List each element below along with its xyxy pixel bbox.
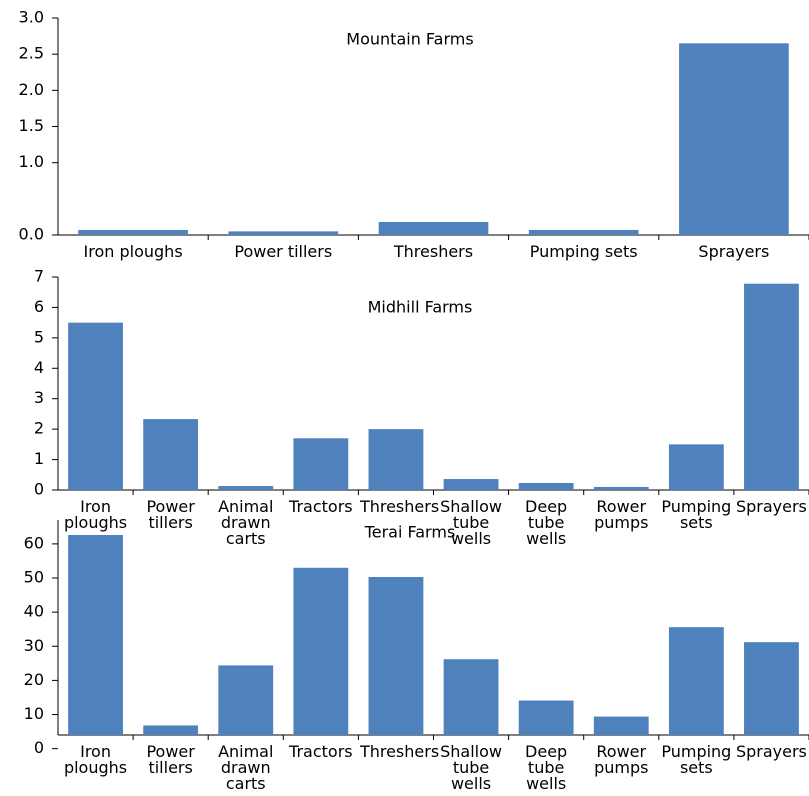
y-tick-label: 2.0 [19, 80, 44, 99]
y-tick-label: 10 [24, 704, 44, 723]
chart-title: Terai Farms [364, 523, 456, 542]
bar [378, 221, 489, 235]
y-tick-label: 50 [24, 568, 44, 587]
bar [368, 576, 424, 735]
y-tick-label: 1.5 [19, 116, 44, 135]
bar [293, 567, 349, 735]
x-tick-label: Rower pumps [594, 742, 649, 777]
x-tick-label: Sprayers [735, 497, 807, 516]
y-tick-label: 1 [34, 449, 44, 468]
x-tick-label: Power tillers [146, 742, 195, 777]
y-tick-label: 5 [34, 327, 44, 346]
bar [368, 429, 424, 490]
bar [593, 486, 649, 490]
x-tick-label: Rower pumps [594, 497, 649, 532]
bar [218, 486, 274, 490]
y-tick-label: 30 [24, 636, 44, 655]
x-tick-label: Iron ploughs [63, 742, 128, 777]
x-tick-label: Threshers [393, 242, 474, 261]
y-tick-label: 2 [34, 419, 44, 438]
bar [228, 231, 339, 235]
x-tick-label: Sprayers [698, 242, 770, 261]
bar [218, 665, 274, 735]
x-tick-label: Iron ploughs [83, 242, 183, 261]
x-tick-label: Deep tube wells [525, 497, 568, 548]
y-tick-label: 0.0 [19, 225, 44, 244]
bar [143, 725, 199, 735]
x-tick-label: Tractors [289, 497, 353, 516]
chart-title: Midhill Farms [368, 298, 473, 317]
x-tick-label: Animal drawn carts [218, 742, 274, 793]
bar [78, 229, 188, 235]
bar [293, 438, 349, 490]
y-tick-label: 0 [34, 480, 44, 499]
x-tick-label: Animal drawn carts [218, 497, 274, 548]
y-tick-label: 2.5 [19, 44, 44, 63]
x-tick-label: Sprayers [735, 742, 807, 761]
x-tick-label: Tractors [289, 742, 353, 761]
x-tick-label: Pumping sets [661, 497, 732, 532]
bar [668, 444, 724, 490]
bar [68, 322, 123, 490]
bar [593, 716, 649, 735]
y-tick-label: 20 [24, 670, 44, 689]
chart-title: Mountain Farms [346, 30, 473, 49]
bar [528, 229, 639, 235]
y-tick-label: 3 [34, 388, 44, 407]
bar [143, 419, 199, 490]
y-tick-label: 7 [34, 267, 44, 286]
bar [744, 642, 799, 735]
x-tick-label: Power tillers [146, 497, 195, 532]
y-tick-label: 6 [34, 297, 44, 316]
bar [68, 535, 123, 735]
y-tick-label: 40 [24, 602, 44, 621]
y-tick-label: 1.0 [19, 152, 44, 171]
x-tick-label: Shallow tube wells [440, 497, 502, 548]
x-tick-label: Threshers [359, 742, 440, 761]
y-tick-label: 0 [34, 738, 44, 757]
x-tick-label: Shallow tube wells [440, 742, 502, 793]
y-tick-label: 60 [24, 533, 44, 552]
y-tick-label: 3.0 [19, 8, 44, 27]
bar [443, 479, 499, 490]
bar [518, 483, 574, 490]
y-tick-label: 4 [34, 358, 44, 377]
bar [744, 283, 799, 490]
x-tick-label: Threshers [359, 497, 440, 516]
x-tick-label: Pumping sets [529, 242, 638, 261]
bar [679, 43, 789, 235]
bar [668, 627, 724, 735]
bar [443, 659, 499, 735]
x-tick-label: Power tillers [234, 242, 333, 261]
x-tick-label: Pumping sets [661, 742, 732, 777]
x-tick-label: Iron ploughs [63, 497, 128, 532]
x-tick-label: Deep tube wells [525, 742, 568, 793]
bar [518, 700, 574, 735]
